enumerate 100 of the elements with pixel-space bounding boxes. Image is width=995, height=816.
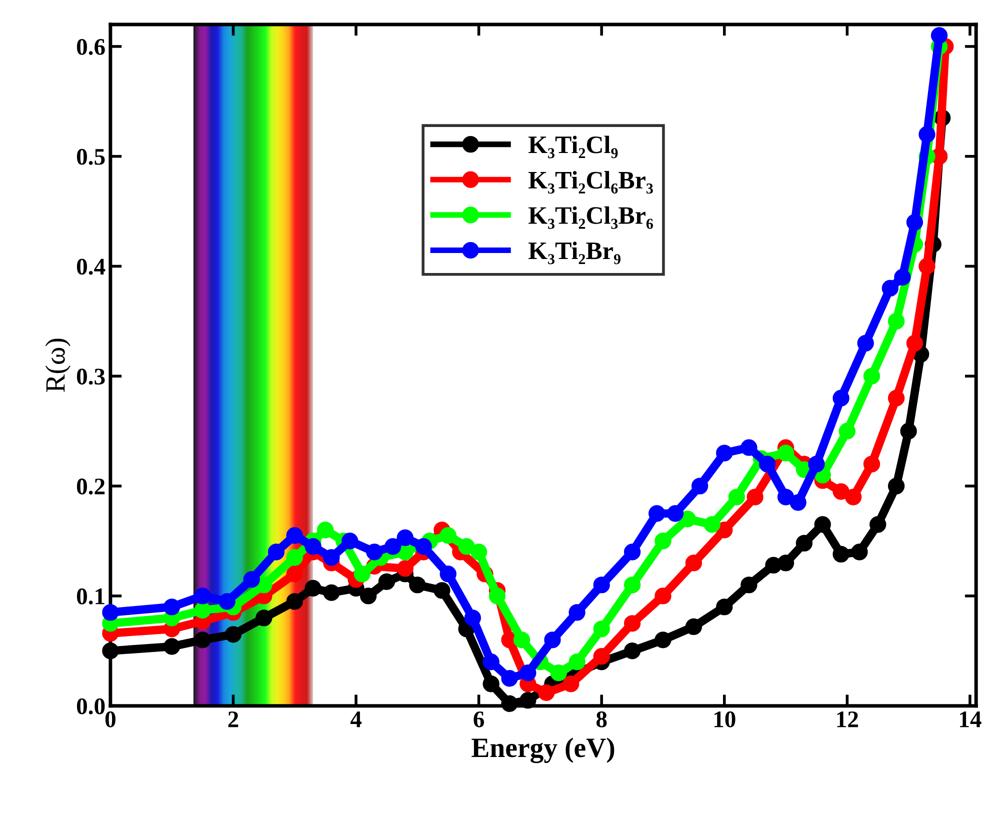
point [396,529,414,546]
point [900,422,917,440]
point [458,538,475,555]
point [832,483,850,500]
point [409,576,426,594]
point [440,566,456,582]
point [790,494,806,511]
point [593,648,610,665]
legend-label: K₃Ti₂Cl₉ [528,136,618,158]
point [870,516,886,533]
point [740,439,758,456]
point [501,670,518,687]
point [716,444,733,462]
point [851,544,868,560]
point [654,588,672,604]
point [323,549,340,566]
legend-label: K₃Ti₂Br₉ [528,242,620,264]
point [513,632,530,648]
y-tick-label: 0.3 [76,368,105,385]
y-tick-label: 0.4 [76,258,106,275]
y-tick-label: 0.5 [76,148,105,165]
point [624,615,641,632]
point [415,538,432,555]
point [624,576,641,594]
point [488,588,506,604]
point [759,456,776,472]
point [378,573,396,590]
point [218,593,236,610]
point [520,692,536,709]
x-tick-label: 0 [105,711,116,728]
point [194,602,211,619]
point [888,390,905,406]
point [464,610,481,626]
point [679,510,696,528]
point [777,554,794,572]
point [906,214,924,231]
point [323,584,340,601]
point [863,368,880,384]
point [286,593,303,610]
point [832,390,850,406]
point [882,280,898,297]
point [654,632,672,648]
point [832,546,850,563]
point [194,632,211,648]
point [562,676,580,692]
point [624,642,641,660]
point [704,516,720,533]
point [666,505,684,522]
point [396,560,414,577]
point [593,576,610,594]
point [354,566,370,582]
point [716,522,733,538]
point [685,618,702,636]
point [857,334,874,352]
point [164,598,180,616]
point [888,478,905,494]
x-tick-label: 4 [350,712,362,728]
y-axis-title: R(ω) [45,338,71,392]
point [342,532,358,550]
point [164,638,180,655]
point [268,544,285,560]
x-tick-label: 12 [837,711,858,728]
point [691,478,708,494]
point [224,626,242,643]
point [520,664,536,682]
legend-label: K₃Ti₂Cl₃Br₆ [528,206,653,229]
point [102,642,119,660]
point [316,522,334,538]
point [102,604,119,621]
point [304,538,322,555]
point [434,582,450,599]
point [716,598,733,616]
point [906,334,924,352]
point [286,549,303,566]
point [740,576,758,594]
y-tick-label: 0.2 [76,478,105,495]
y-tick-label: 0.0 [76,698,105,714]
point [366,544,383,560]
point [243,571,260,588]
point [685,554,702,572]
point [838,422,856,440]
point [648,505,666,522]
point [538,684,555,701]
y-tick-label: 0.6 [76,38,105,55]
point [482,654,500,670]
point [777,444,794,462]
point [194,588,211,604]
point [918,258,936,275]
point [654,532,672,550]
point [440,527,456,544]
point [286,527,303,544]
point [746,488,764,506]
point [568,604,586,621]
point [777,488,794,506]
point [888,312,905,330]
point [728,488,745,506]
point [930,27,948,44]
point [808,456,825,472]
point [384,538,402,555]
x-tick-label: 14 [960,712,982,728]
